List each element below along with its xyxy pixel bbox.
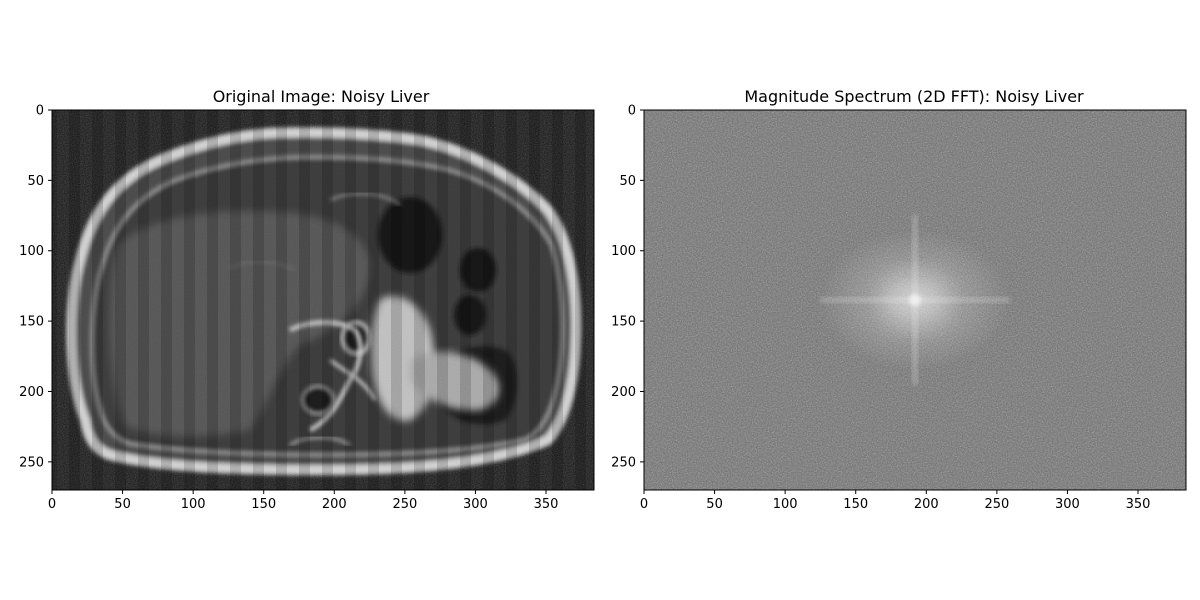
original-y-tick-label: 50 [27,174,44,189]
original-y-tick-label: 200 [19,385,44,400]
spectrum-x-tick-label: 200 [914,497,939,512]
spectrum-axis-ticks: 0 50 100 150 200 250 300 350 0 50 100 150 200 250 [611,104,1150,513]
spectrum-x-tick-label: 50 [706,497,723,512]
original-x-tick-label: 300 [463,497,488,512]
original-x-tick-label: 200 [322,497,347,512]
spectrum-image [644,110,1186,490]
original-x-tick-label: 100 [181,497,206,512]
spectrum-x-tick-label: 150 [843,497,868,512]
original-x-tick-label: 250 [392,497,417,512]
spectrum-x-tick-label: 300 [1055,497,1080,512]
panel-original: Original Image: Noisy Liver [19,87,595,513]
spectrum-y-tick-label: 100 [611,244,636,259]
original-y-tick-label: 0 [36,104,44,119]
spectrum-y-tick-label: 200 [611,385,636,400]
original-axes-frame [51,109,595,491]
spectrum-y-tick-label: 0 [628,104,636,119]
spectrum-panel-title: Magnitude Spectrum (2D FFT): Noisy Liver [744,87,1084,106]
original-y-tick-label: 100 [19,244,44,259]
spectrum-y-tick-label: 150 [611,315,636,330]
original-image [52,110,594,490]
original-axis-ticks: 0 50 100 150 200 250 300 350 0 50 100 150 200 250 [19,104,558,513]
spectrum-x-tick-label: 100 [773,497,798,512]
original-x-tick-label: 150 [251,497,276,512]
spectrum-x-tick-label: 0 [640,497,648,512]
original-y-tick-label: 150 [19,315,44,330]
panel-spectrum: Magnitude Spectrum (2D FFT): Noisy Liver… [611,87,1187,513]
original-panel-title: Original Image: Noisy Liver [213,87,430,106]
original-y-tick-label: 250 [19,455,44,470]
spectrum-axes-frame [643,109,1187,491]
original-x-tick-label: 50 [114,497,131,512]
spectrum-y-tick-label: 250 [611,455,636,470]
spectrum-x-tick-label: 250 [984,497,1009,512]
original-x-tick-label: 0 [48,497,56,512]
original-x-tick-label: 350 [534,497,559,512]
spectrum-x-tick-label: 350 [1126,497,1151,512]
spectrum-y-tick-label: 50 [619,174,636,189]
